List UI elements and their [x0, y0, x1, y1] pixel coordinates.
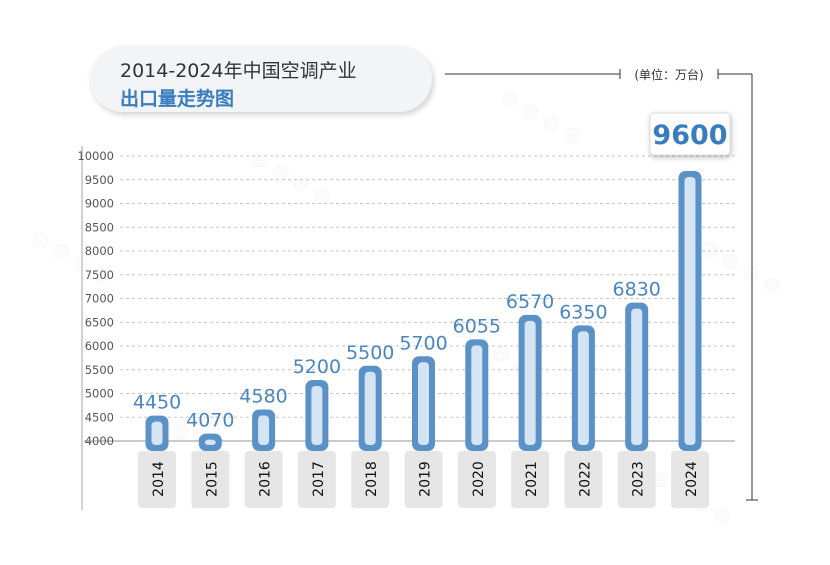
value-label: 6570 — [506, 291, 554, 313]
y-tick-label: 4000 — [85, 434, 114, 448]
highlight-label-box — [649, 112, 731, 156]
value-label: 6055 — [453, 315, 501, 337]
bar-inner — [204, 439, 216, 445]
x-tick-label: 2022 — [577, 461, 593, 497]
bar-inner — [151, 421, 163, 445]
y-tick-label: 7000 — [85, 292, 114, 306]
x-tick-label: 2019 — [418, 461, 434, 497]
svg-text:◍ ◍ ◍ ◍: ◍ ◍ ◍ ◍ — [248, 144, 337, 209]
chart-title: 2014-2024年中国空调产业 — [120, 60, 357, 82]
value-label: 4070 — [186, 410, 234, 432]
bar-inner — [471, 345, 483, 445]
y-tick-label: 9500 — [85, 173, 114, 187]
value-label: 9600 — [652, 120, 727, 151]
x-tick-label: 2021 — [524, 461, 540, 497]
y-tick-label: 7500 — [85, 268, 114, 282]
x-label-box — [351, 451, 390, 508]
x-label-box — [511, 451, 550, 508]
value-label: 5500 — [346, 342, 394, 364]
svg-text:◍ ◍ ◍ ◍: ◍ ◍ ◍ ◍ — [498, 84, 587, 149]
bar-inner — [631, 308, 643, 445]
bar-inner — [524, 320, 536, 445]
x-label-box — [138, 451, 176, 508]
x-label-box — [244, 451, 283, 508]
x-tick-label: 2017 — [311, 461, 327, 497]
bar-inner — [258, 415, 270, 445]
bar-inner — [684, 177, 696, 445]
x-tick-label: 2023 — [631, 461, 647, 497]
x-tick-label: 2015 — [204, 461, 220, 497]
x-tick-label: 2018 — [364, 461, 380, 497]
value-label: 6350 — [559, 301, 607, 323]
x-label-box — [404, 451, 443, 508]
x-label-box — [671, 451, 709, 508]
y-tick-label: 8000 — [85, 244, 114, 258]
x-tick-label: 2016 — [258, 461, 274, 497]
x-label-box — [191, 451, 230, 508]
y-tick-label: 5500 — [85, 363, 114, 377]
bar-inner — [577, 331, 589, 445]
unit-label: (单位：万台) — [634, 67, 703, 82]
unit-bracket — [445, 69, 758, 501]
title-panel — [90, 46, 432, 112]
x-label-box — [457, 451, 496, 508]
x-tick-label: 2014 — [151, 461, 167, 497]
y-tick-label: 8500 — [85, 220, 114, 234]
value-label: 5700 — [399, 332, 447, 354]
value-label: 5200 — [293, 356, 341, 378]
y-tick-label: 5000 — [85, 387, 114, 401]
y-tick-label: 6500 — [85, 315, 114, 329]
x-label-box — [297, 451, 336, 508]
value-label: 4580 — [239, 385, 287, 407]
svg-text:◍ ◍ ◍ ◍: ◍ ◍ ◍ ◍ — [698, 234, 787, 299]
value-label: 6830 — [613, 279, 661, 301]
y-tick-label: 6000 — [85, 339, 114, 353]
y-tick-label: 4500 — [85, 410, 114, 424]
x-tick-label: 2024 — [684, 461, 700, 497]
bar-inner — [418, 362, 429, 445]
bar-inner — [311, 386, 323, 445]
x-tick-label: 2020 — [471, 461, 487, 497]
x-label-box — [564, 451, 603, 508]
x-label-box — [617, 451, 656, 508]
y-tick-label: 9000 — [85, 197, 114, 211]
value-label: 4450 — [133, 392, 181, 414]
chart-subtitle: 出口量走势图 — [120, 88, 235, 110]
bar-inner — [364, 371, 376, 445]
y-tick-label: 10000 — [77, 149, 114, 163]
